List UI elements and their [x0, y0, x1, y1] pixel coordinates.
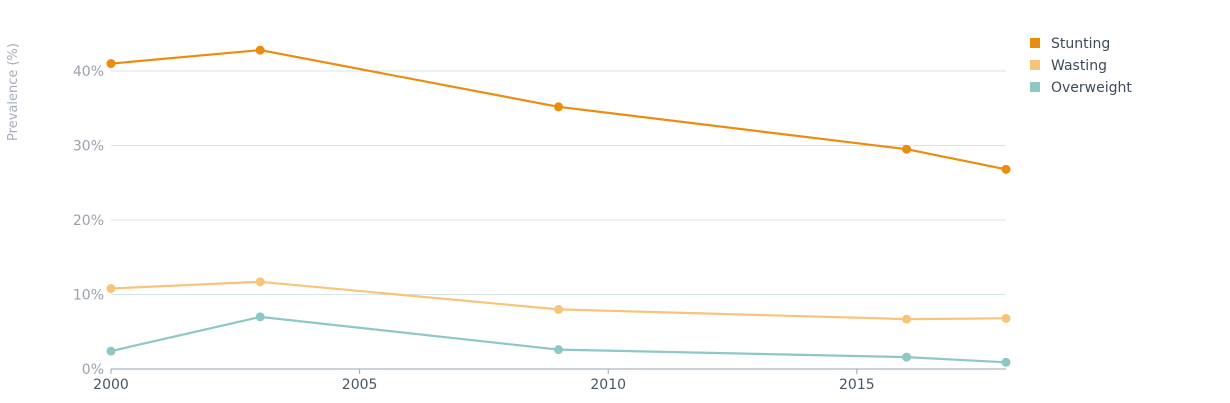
- y-tick-label: 40%: [73, 64, 104, 80]
- data-point-stunting[interactable]: [106, 59, 116, 69]
- data-point-stunting[interactable]: [255, 45, 265, 55]
- data-point-overweight[interactable]: [902, 352, 912, 362]
- x-tick-label: 2010: [590, 377, 626, 393]
- y-tick-label: 20%: [73, 213, 104, 229]
- legend-swatch-overweight: [1030, 82, 1040, 92]
- legend-swatch-wasting: [1030, 60, 1040, 70]
- data-point-wasting[interactable]: [106, 284, 116, 294]
- y-tick-label: 30%: [73, 139, 104, 155]
- y-tick-labels: 0% 10% 20% 30% 40%: [73, 64, 104, 378]
- grid-lines: [111, 70, 1006, 295]
- data-point-overweight[interactable]: [255, 312, 265, 322]
- data-point-wasting[interactable]: [1001, 313, 1011, 323]
- data-point-wasting[interactable]: [902, 314, 912, 324]
- x-tick-label: 2015: [839, 377, 875, 393]
- legend-label-overweight[interactable]: Overweight: [1051, 80, 1132, 96]
- axes: [110, 368, 1006, 374]
- legend-label-stunting[interactable]: Stunting: [1051, 36, 1110, 52]
- x-tick-label: 2000: [93, 377, 129, 393]
- data-point-overweight[interactable]: [106, 346, 116, 356]
- y-tick-label: 10%: [73, 288, 104, 304]
- x-tick-labels: 2000 2005 2010 2015: [93, 377, 874, 393]
- legend: Stunting Wasting Overweight: [1030, 36, 1132, 96]
- data-point-overweight[interactable]: [554, 345, 563, 355]
- legend-label-wasting[interactable]: Wasting: [1051, 58, 1107, 74]
- legend-swatch-stunting: [1030, 38, 1040, 48]
- y-tick-label: 0%: [82, 362, 104, 378]
- data-point-stunting[interactable]: [902, 144, 912, 154]
- series-line-overweight: [109, 315, 1008, 364]
- series-lines: [109, 48, 1008, 364]
- y-axis-label: Prevalence (%): [6, 43, 21, 141]
- data-point-stunting[interactable]: [1001, 164, 1011, 174]
- data-point-wasting[interactable]: [255, 277, 265, 287]
- data-point-stunting[interactable]: [554, 102, 563, 112]
- data-point-wasting[interactable]: [554, 304, 563, 314]
- x-tick-label: 2005: [342, 377, 378, 393]
- data-point-overweight[interactable]: [1001, 357, 1011, 367]
- data-points: [106, 45, 1011, 367]
